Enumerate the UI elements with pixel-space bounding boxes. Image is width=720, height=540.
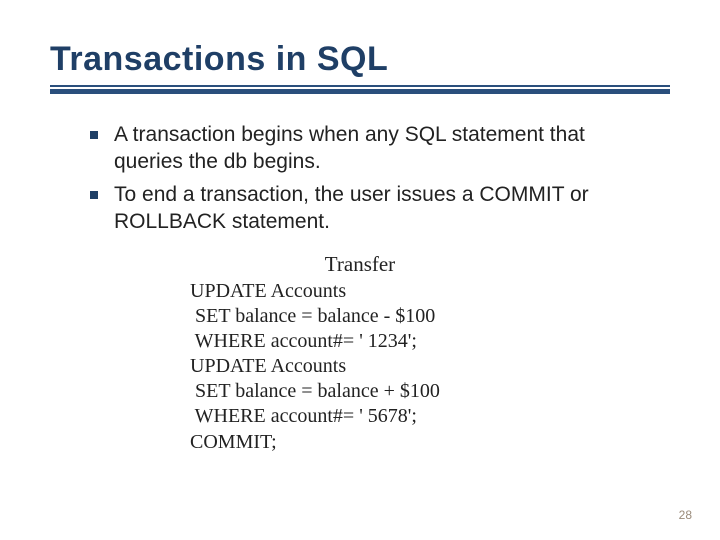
bullet-list: A transaction begins when any SQL statem…: [70, 122, 650, 236]
slide-title: Transactions in SQL: [50, 40, 670, 79]
page-number: 28: [679, 508, 692, 522]
bullet-item: A transaction begins when any SQL statem…: [90, 122, 650, 176]
code-heading: Transfer: [190, 252, 530, 277]
code-block: UPDATE Accounts SET balance = balance - …: [190, 279, 530, 455]
title-rule: [50, 85, 670, 94]
slide: Transactions in SQL A transaction begins…: [0, 0, 720, 540]
bullet-item: To end a transaction, the user issues a …: [90, 182, 650, 236]
code-line: UPDATE Accounts: [190, 280, 346, 302]
code-line: UPDATE Accounts: [190, 355, 346, 377]
code-line: WHERE account#= ' 5678';: [190, 405, 417, 427]
title-rule-thin: [50, 85, 670, 87]
code-line: SET balance = balance - $100: [190, 305, 435, 327]
code-line: COMMIT;: [190, 431, 277, 453]
code-example: Transfer UPDATE Accounts SET balance = b…: [190, 252, 530, 455]
code-line: SET balance = balance + $100: [190, 380, 440, 402]
title-rule-thick: [50, 89, 670, 94]
code-line: WHERE account#= ' 1234';: [190, 330, 417, 352]
